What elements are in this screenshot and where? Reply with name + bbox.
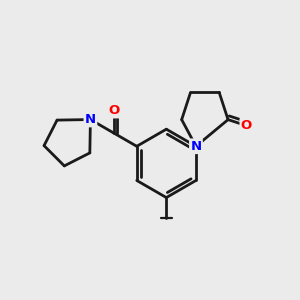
Text: N: N: [190, 140, 202, 153]
Text: O: O: [108, 104, 119, 117]
Text: O: O: [241, 119, 252, 132]
Text: N: N: [85, 113, 96, 126]
